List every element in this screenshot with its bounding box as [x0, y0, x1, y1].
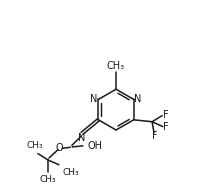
Text: F: F — [162, 122, 168, 132]
Text: CH₃: CH₃ — [62, 168, 79, 177]
Text: CH₃: CH₃ — [26, 141, 43, 150]
Text: N: N — [134, 94, 141, 104]
Text: N: N — [90, 94, 97, 104]
Text: CH₃: CH₃ — [106, 61, 124, 71]
Text: F: F — [151, 132, 157, 141]
Text: N: N — [77, 133, 85, 143]
Text: CH₃: CH₃ — [39, 175, 56, 184]
Text: F: F — [162, 110, 167, 120]
Text: OH: OH — [87, 141, 102, 151]
Text: O: O — [56, 143, 63, 153]
